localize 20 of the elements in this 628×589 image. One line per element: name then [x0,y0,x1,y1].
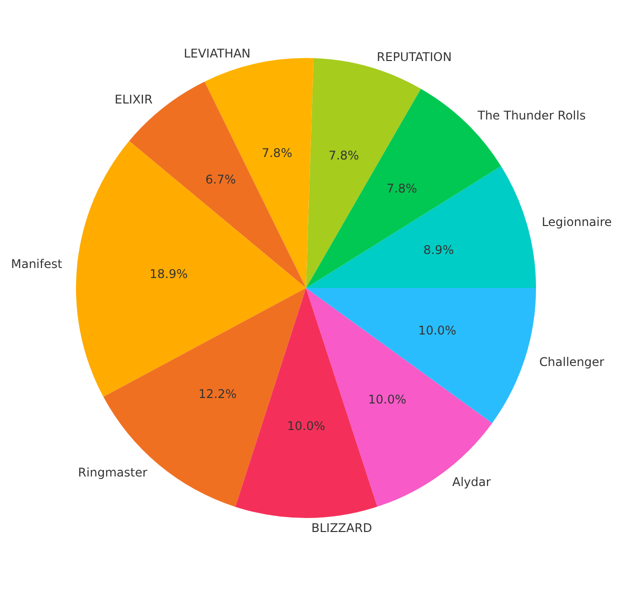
slice-label: The Thunder Rolls [476,108,586,122]
slice-label: Alydar [452,475,491,490]
slice-label: Ringmaster [78,465,148,480]
slice-label: Legionnaire [542,214,612,229]
slice-label: Challenger [539,355,604,370]
data-label: 6.7% [205,172,236,187]
slice-label: LEVIATHAN [184,46,251,60]
slice-label: BLIZZARD [311,521,372,535]
data-label: 7.8% [328,148,360,162]
data-label: 7.8% [386,182,418,196]
data-label: 10.0% [368,392,406,407]
data-label: 7.8% [262,146,292,160]
slice-label: REPUTATION [376,50,452,64]
slice-label: ELIXIR [114,92,153,106]
slice-label: Manifest [10,256,62,271]
data-label: 10.0% [287,419,326,433]
data-label: 10.0% [418,324,456,338]
data-label: 8.9% [423,242,454,257]
data-label: 18.9% [150,267,188,282]
data-label: 12.2% [198,386,237,401]
